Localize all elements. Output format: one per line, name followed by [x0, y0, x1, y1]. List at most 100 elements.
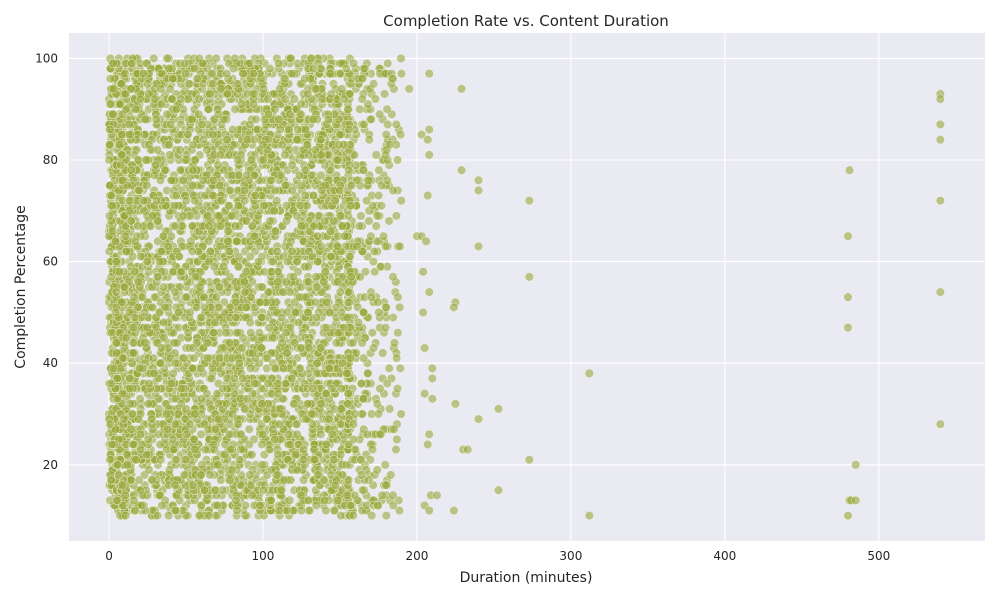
scatter-point	[311, 312, 322, 323]
scatter-point	[104, 211, 115, 221]
scatter-point	[391, 211, 402, 221]
scatter-point	[378, 231, 389, 241]
scatter-point	[181, 404, 191, 414]
scatter-point	[286, 53, 296, 64]
scatter-point	[367, 328, 377, 338]
scatter-point	[234, 358, 244, 368]
scatter-point	[307, 409, 317, 419]
scatter-point	[364, 175, 374, 185]
scatter-point	[348, 434, 359, 445]
scatter-point	[321, 297, 331, 307]
scatter-point	[311, 368, 322, 378]
scatter-point	[232, 236, 242, 246]
scatter-point	[372, 211, 382, 221]
scatter-point	[107, 226, 118, 236]
scatter-point	[377, 490, 387, 500]
scatter-point	[382, 104, 392, 114]
scatter-point	[385, 404, 395, 414]
scatter-point	[236, 99, 247, 109]
scatter-point	[320, 180, 330, 190]
scatter-point	[245, 363, 256, 373]
scatter-point	[257, 282, 267, 292]
scatter-point	[179, 353, 189, 363]
scatter-point	[292, 419, 302, 429]
scatter-point	[111, 287, 121, 297]
scatter-point	[383, 119, 393, 130]
scatter-point	[214, 211, 224, 221]
scatter-point	[178, 211, 188, 221]
scatter-point	[119, 414, 129, 424]
scatter-point	[375, 384, 385, 394]
scatter-point	[158, 231, 169, 241]
scatter-point	[300, 74, 310, 84]
scatter-point	[304, 277, 314, 287]
scatter-point	[395, 241, 405, 251]
scatter-point	[348, 510, 358, 521]
scatter-point	[393, 292, 403, 302]
scatter-point	[375, 109, 385, 119]
scatter-point	[194, 94, 204, 104]
scatter-point	[308, 114, 318, 124]
scatter-point	[335, 130, 345, 140]
scatter-point	[253, 257, 264, 267]
scatter-point	[117, 109, 128, 119]
scatter-point	[173, 307, 184, 318]
scatter-point	[269, 206, 279, 216]
scatter-point	[308, 384, 318, 394]
scatter-point	[358, 485, 368, 495]
scatter-point	[336, 307, 347, 318]
scatter-point	[211, 53, 221, 64]
scatter-point	[205, 470, 215, 480]
scatter-point	[392, 155, 403, 165]
scatter-point	[178, 175, 188, 185]
scatter-point	[245, 119, 255, 130]
scatter-point	[202, 145, 212, 155]
scatter-point	[311, 500, 321, 511]
scatter-point	[231, 495, 241, 505]
scatter-point	[109, 84, 119, 94]
scatter-point	[373, 409, 384, 419]
scatter-point	[182, 429, 192, 439]
scatter-point	[368, 343, 379, 353]
scatter-point	[116, 160, 126, 170]
scatter-point	[368, 257, 378, 267]
scatter-point	[348, 58, 359, 69]
scatter-point	[209, 328, 219, 338]
scatter-point	[257, 312, 267, 323]
scatter-point	[143, 399, 153, 409]
scatter-point	[345, 251, 355, 262]
scatter-point	[175, 165, 185, 175]
scatter-point	[275, 84, 285, 94]
scatter-point	[263, 109, 274, 119]
scatter-point	[190, 444, 200, 455]
scatter-point	[366, 114, 376, 124]
scatter-point	[135, 94, 145, 104]
scatter-point	[385, 140, 395, 150]
scatter-point	[120, 69, 130, 79]
scatter-point	[208, 175, 218, 185]
scatter-point	[168, 74, 178, 84]
scatter-point	[285, 439, 295, 450]
scatter-point	[367, 201, 378, 211]
scatter-point	[192, 74, 202, 84]
scatter-point	[274, 114, 284, 124]
scatter-point	[224, 429, 234, 439]
scatter-point	[316, 170, 326, 180]
scatter-point	[270, 363, 281, 373]
scatter-point	[282, 257, 292, 267]
scatter-point	[117, 130, 127, 140]
scatter-point	[222, 399, 232, 409]
scatter-point	[358, 307, 369, 318]
scatter-point	[321, 505, 331, 516]
scatter-point	[115, 140, 125, 150]
scatter-point	[130, 267, 140, 277]
scatter-point	[234, 221, 244, 231]
scatter-point	[245, 251, 255, 262]
scatter-point	[133, 221, 143, 231]
scatter-point	[213, 460, 223, 470]
scatter-point	[233, 201, 244, 211]
scatter-point	[331, 338, 341, 348]
scatter-point	[171, 104, 181, 114]
scatter-point	[214, 302, 224, 312]
scatter-point	[107, 439, 117, 450]
